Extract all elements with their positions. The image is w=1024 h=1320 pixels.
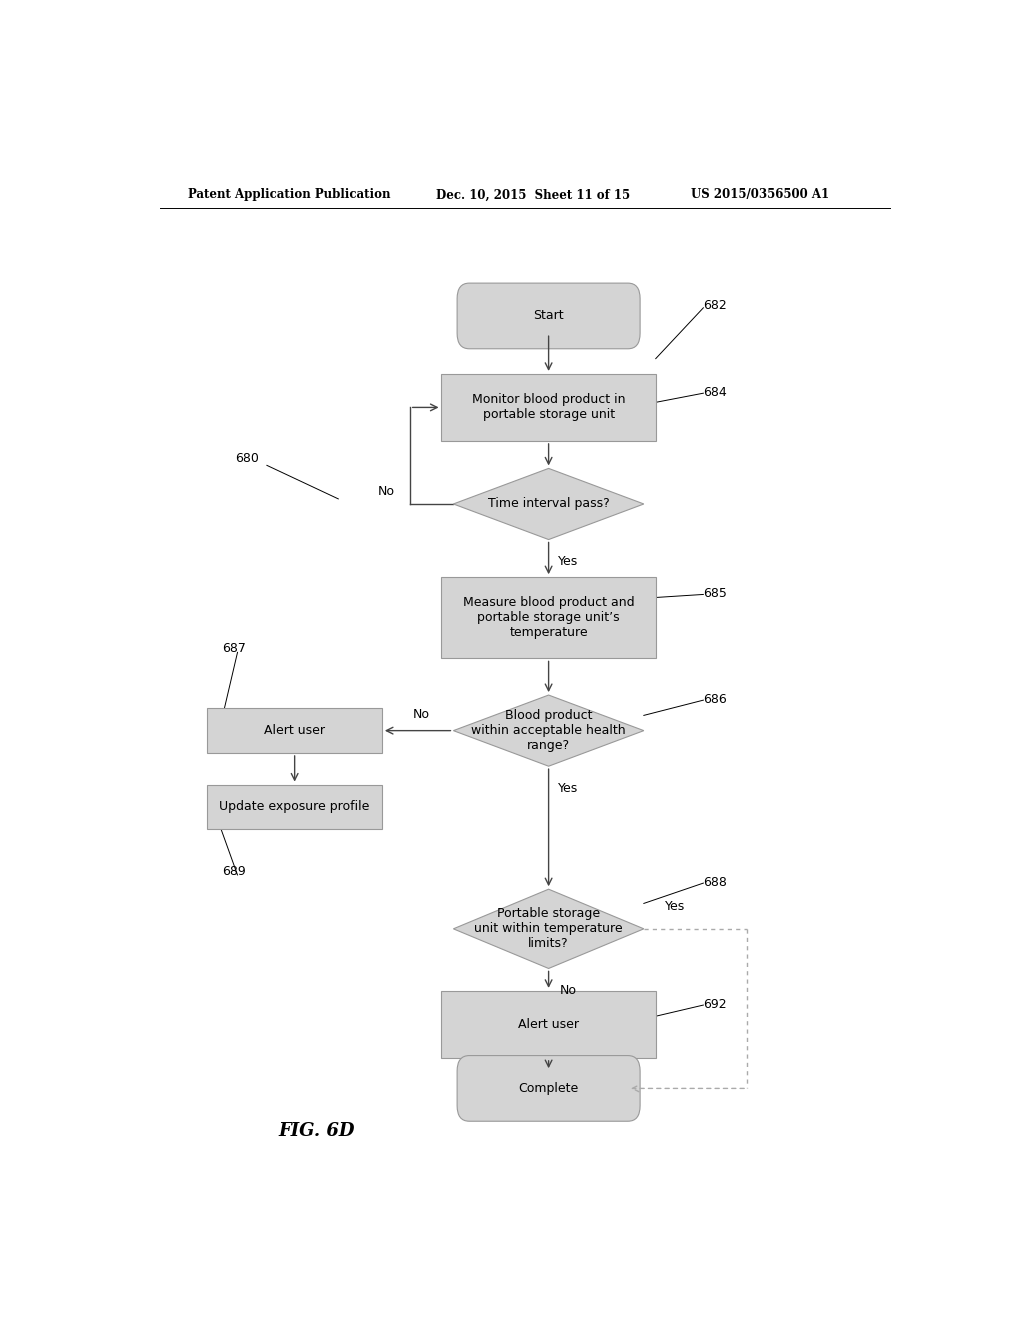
FancyBboxPatch shape [441, 991, 655, 1057]
Text: US 2015/0356500 A1: US 2015/0356500 A1 [691, 189, 829, 202]
FancyBboxPatch shape [207, 784, 382, 829]
Polygon shape [454, 890, 644, 969]
Text: 682: 682 [703, 300, 727, 313]
Text: Alert user: Alert user [518, 1018, 580, 1031]
Text: Alert user: Alert user [264, 725, 326, 737]
FancyBboxPatch shape [457, 1056, 640, 1121]
Text: 684: 684 [703, 385, 727, 399]
Text: Time interval pass?: Time interval pass? [487, 498, 609, 511]
Text: 688: 688 [703, 875, 727, 888]
Text: Update exposure profile: Update exposure profile [219, 800, 370, 813]
FancyBboxPatch shape [441, 577, 655, 659]
Text: Start: Start [534, 309, 564, 322]
Text: 692: 692 [703, 998, 727, 1011]
FancyBboxPatch shape [207, 709, 382, 752]
Text: 685: 685 [703, 587, 727, 599]
Text: No: No [560, 985, 577, 998]
Text: 686: 686 [703, 693, 727, 706]
Polygon shape [454, 469, 644, 540]
Text: FIG. 6D: FIG. 6D [279, 1122, 355, 1140]
Text: Patent Application Publication: Patent Application Publication [187, 189, 390, 202]
Text: Complete: Complete [518, 1082, 579, 1094]
Text: Yes: Yes [558, 556, 579, 569]
Text: Yes: Yes [666, 900, 686, 913]
Text: No: No [413, 708, 430, 721]
FancyBboxPatch shape [457, 282, 640, 348]
Text: Blood product
within acceptable health
range?: Blood product within acceptable health r… [471, 709, 626, 752]
Polygon shape [454, 696, 644, 766]
Text: Measure blood product and
portable storage unit’s
temperature: Measure blood product and portable stora… [463, 597, 635, 639]
Text: Portable storage
unit within temperature
limits?: Portable storage unit within temperature… [474, 907, 623, 950]
FancyBboxPatch shape [441, 374, 655, 441]
Text: No: No [378, 486, 394, 498]
Text: Dec. 10, 2015  Sheet 11 of 15: Dec. 10, 2015 Sheet 11 of 15 [436, 189, 630, 202]
Text: Yes: Yes [558, 781, 579, 795]
Text: 687: 687 [221, 642, 246, 655]
Text: 689: 689 [221, 866, 246, 878]
Text: 680: 680 [236, 451, 259, 465]
Text: Monitor blood product in
portable storage unit: Monitor blood product in portable storag… [472, 393, 626, 421]
